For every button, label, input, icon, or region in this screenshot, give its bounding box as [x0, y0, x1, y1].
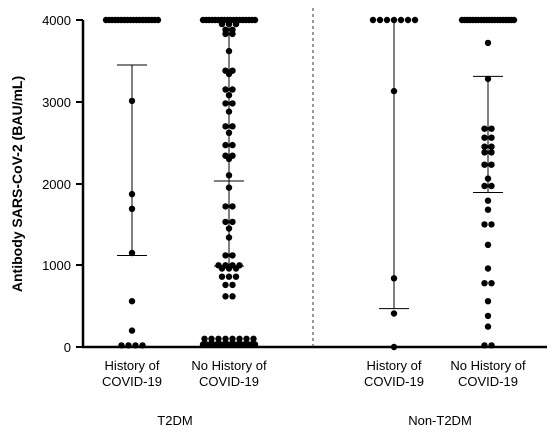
data-point: [243, 335, 250, 342]
data-point: [481, 149, 488, 156]
data-point: [229, 141, 236, 149]
data-point: [484, 206, 492, 213]
data-point: [390, 310, 398, 317]
data-point: [484, 298, 492, 305]
y-tick-label: 1000: [42, 258, 71, 273]
data-point: [222, 252, 229, 259]
data-point: [488, 134, 495, 141]
data-point: [222, 100, 229, 107]
data-point: [229, 86, 236, 93]
y-tick-label: 2000: [42, 177, 71, 192]
y-tick-label: 0: [64, 340, 71, 355]
data-point: [481, 143, 488, 150]
data-point: [411, 16, 419, 24]
data-point: [232, 273, 240, 280]
x-category-label: History of: [105, 358, 160, 373]
data-point: [154, 16, 162, 24]
data-point: [222, 30, 229, 38]
data-point: [222, 86, 229, 93]
data-point: [225, 265, 233, 272]
data-point: [481, 182, 488, 190]
data-point: [383, 16, 391, 24]
y-ticks: 4000 3000 2000 1000 0: [42, 13, 83, 355]
data-point: [510, 16, 518, 24]
y-axis-title: Antibody SARS-CoV-2 (BAU/mL): [9, 76, 25, 292]
data-point: [481, 134, 488, 141]
data-point: [250, 335, 257, 342]
data-point: [208, 335, 215, 342]
data-point: [484, 323, 492, 330]
data-point: [128, 327, 136, 334]
data-point: [222, 218, 229, 226]
x-category-label: COVID-19: [102, 374, 162, 389]
data-point: [488, 182, 495, 190]
x-category-label: COVID-19: [199, 374, 259, 389]
data-point: [481, 125, 488, 132]
data-point: [218, 273, 226, 280]
data-point: [222, 203, 229, 210]
y-tick-label: 3000: [42, 95, 71, 110]
data-point: [488, 221, 495, 228]
data-point: [484, 312, 492, 320]
data-point: [229, 203, 236, 210]
data-point: [488, 125, 495, 132]
x-category-labels: History of COVID-19 No History of COVID-…: [102, 358, 526, 389]
data-point: [128, 298, 136, 305]
data-point: [232, 265, 240, 272]
x-category-label: COVID-19: [458, 374, 518, 389]
data-point: [222, 123, 229, 130]
data-point: [201, 335, 208, 342]
data-point: [488, 280, 495, 287]
data-point: [369, 16, 377, 24]
data-point: [229, 335, 236, 342]
data-point: [229, 30, 236, 38]
chart-marks: [102, 16, 518, 351]
group-label-non-t2dm: Non-T2DM: [408, 413, 472, 428]
data-point: [222, 281, 229, 289]
data-point: [229, 218, 236, 226]
data-point: [218, 20, 226, 28]
data-point: [397, 16, 405, 24]
group-label-t2dm: T2DM: [157, 413, 192, 428]
data-point: [229, 293, 236, 300]
x-category-label: History of: [367, 358, 422, 373]
y-tick-label: 4000: [42, 13, 71, 28]
data-point: [222, 335, 229, 342]
data-point: [222, 141, 229, 149]
x-category-label: No History of: [191, 358, 267, 373]
data-point: [481, 280, 488, 287]
data-point: [488, 161, 495, 168]
data-point: [484, 241, 492, 248]
data-point: [481, 161, 488, 168]
data-point: [236, 335, 243, 342]
data-point: [484, 265, 492, 272]
x-category-label: No History of: [450, 358, 526, 373]
data-point: [218, 265, 226, 272]
data-point: [404, 16, 412, 24]
data-point: [229, 252, 236, 259]
data-point: [488, 149, 495, 156]
data-point: [225, 273, 233, 280]
data-point: [215, 335, 222, 342]
data-point: [481, 221, 488, 228]
data-point: [251, 16, 259, 24]
data-point: [229, 100, 236, 107]
data-point: [376, 16, 384, 24]
data-point: [229, 281, 236, 289]
data-point: [222, 293, 229, 300]
data-point: [484, 197, 492, 204]
data-point: [232, 20, 240, 28]
data-point: [229, 123, 236, 130]
data-point: [488, 143, 495, 150]
data-point: [484, 39, 492, 47]
x-category-label: COVID-19: [364, 374, 424, 389]
